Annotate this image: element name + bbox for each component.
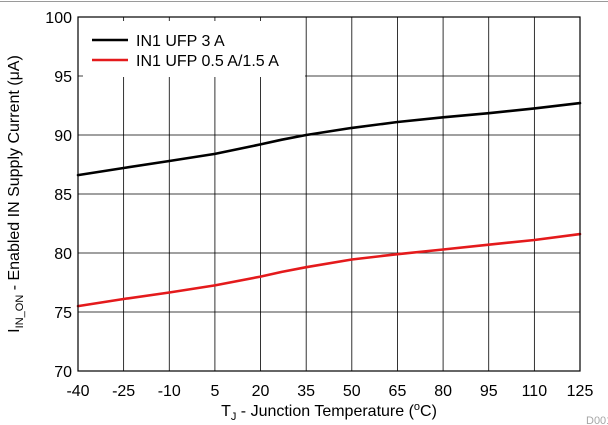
series-line-2 — [76, 232, 582, 308]
legend-label-1: IN1 UFP 3 A — [136, 33, 225, 50]
x-axis-title: TJ - Junction Temperature (oC) — [221, 401, 437, 423]
y-tick-label: 90 — [54, 128, 72, 145]
legend-box — [83, 21, 305, 77]
x-tick-label: 35 — [297, 383, 315, 400]
x-tick-label: 95 — [480, 383, 498, 400]
y-axis-title: IIN_ON - Enabled IN Supply Current (μA) — [6, 55, 26, 333]
x-tick-label: 80 — [434, 383, 452, 400]
plot-frame — [77, 16, 581, 372]
x-tick-label: 50 — [343, 383, 361, 400]
y-tick-label: 95 — [54, 69, 72, 86]
x-axis-title-sup: o — [414, 401, 420, 413]
figure-id: D001 — [586, 415, 608, 425]
series-line-1 — [76, 101, 582, 177]
x-tick-label: 110 — [522, 383, 548, 400]
x-tick-label: 125 — [567, 383, 594, 400]
legend: IN1 UFP 3 A IN1 UFP 0.5 A/1.5 A — [83, 21, 305, 77]
y-tick-label: 100 — [45, 10, 72, 27]
legend-label-2: IN1 UFP 0.5 A/1.5 A — [136, 53, 279, 70]
y-tick-labels: 70 75 80 85 90 95 100 — [45, 10, 72, 381]
grid — [78, 17, 580, 371]
y-axis-title-prefix: I — [6, 328, 23, 332]
x-axis-title-prefix: T — [221, 403, 231, 420]
x-tick-label: -40 — [66, 383, 89, 400]
x-tick-label: -10 — [158, 383, 181, 400]
series-lines — [76, 101, 582, 308]
x-tick-labels: -40 -25 -10 5 20 35 50 65 80 95 110 125 — [66, 383, 593, 400]
x-tick-label: 5 — [210, 383, 219, 400]
y-tick-label: 85 — [54, 187, 72, 204]
x-axis-title-end: C) — [420, 403, 437, 420]
y-tick-label: 70 — [54, 364, 72, 381]
y-axis-title-sub: IN_ON — [14, 295, 26, 329]
y-axis-title-suffix: - Enabled IN Supply Current (μA) — [6, 55, 23, 295]
x-tick-label: -25 — [112, 383, 135, 400]
x-tick-label: 65 — [389, 383, 407, 400]
top-rule — [0, 1, 608, 2]
x-axis-title-suffix: - Junction Temperature ( — [236, 403, 414, 420]
x-tick-label: 20 — [252, 383, 270, 400]
y-tick-label: 80 — [54, 246, 72, 263]
y-tick-label: 75 — [54, 305, 72, 322]
x-axis-title-sub: J — [231, 411, 237, 423]
